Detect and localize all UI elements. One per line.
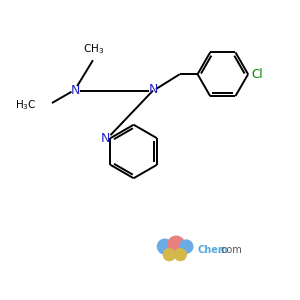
- Text: N: N: [100, 132, 110, 145]
- Text: N: N: [149, 83, 158, 97]
- Circle shape: [158, 239, 172, 254]
- Circle shape: [168, 236, 184, 253]
- Text: .com: .com: [218, 244, 242, 255]
- Text: H$_3$C: H$_3$C: [16, 98, 37, 112]
- Text: Cl: Cl: [252, 68, 263, 81]
- Circle shape: [180, 240, 193, 253]
- Text: N: N: [71, 84, 80, 97]
- Circle shape: [164, 249, 175, 261]
- Circle shape: [174, 249, 186, 261]
- Text: CH$_3$: CH$_3$: [83, 43, 104, 56]
- Text: Chem: Chem: [198, 244, 228, 255]
